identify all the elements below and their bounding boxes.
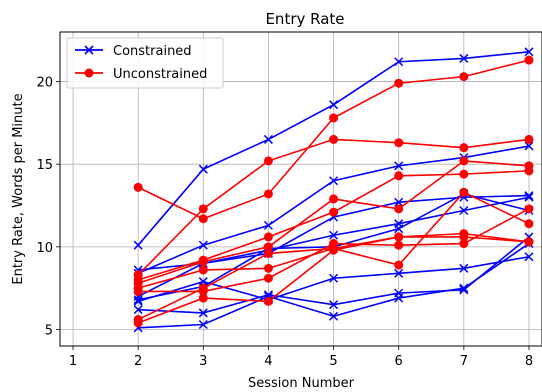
data-point (524, 141, 534, 151)
data-point (263, 296, 273, 306)
data-point (263, 189, 273, 199)
data-point (133, 286, 143, 296)
x-tick-label: 2 (134, 354, 142, 369)
plot-frame (59, 31, 542, 347)
data-point (524, 134, 534, 144)
series-layer (133, 47, 534, 333)
data-point (459, 72, 469, 82)
data-point (263, 263, 273, 273)
data-point (329, 245, 339, 255)
data-point (459, 156, 469, 166)
data-point (459, 169, 469, 179)
data-point (133, 295, 143, 305)
legend: Constrained Unconstrained (66, 37, 224, 89)
data-point (133, 305, 143, 315)
data-point (263, 273, 273, 283)
data-point (263, 220, 273, 230)
data-point (133, 240, 143, 250)
data-point (198, 283, 208, 293)
data-point (459, 232, 469, 242)
data-point (524, 204, 534, 214)
data-point (524, 219, 534, 229)
legend-marker-unconstrained (84, 68, 94, 78)
data-point (329, 311, 339, 321)
data-point (329, 300, 339, 310)
data-point (524, 237, 534, 247)
legend-marker-constrained (84, 45, 94, 55)
x-tick-label: 4 (264, 354, 272, 369)
data-point (198, 277, 208, 287)
y-axis-label: Entry Rate, Words per Minute (11, 93, 26, 284)
data-point (198, 204, 208, 214)
legend-box (66, 37, 224, 89)
data-point (198, 257, 208, 267)
data-point (198, 164, 208, 174)
x-tick-label: 6 (395, 354, 403, 369)
data-point (198, 319, 208, 330)
data-point (459, 283, 469, 293)
data-point (329, 100, 339, 110)
x-tick-label: 3 (199, 354, 207, 369)
data-point (394, 161, 404, 171)
data-point (329, 113, 339, 123)
data-point (329, 273, 339, 283)
data-point (329, 230, 339, 240)
data-point (459, 205, 469, 216)
legend-label-unconstrained: Unconstrained (113, 67, 207, 82)
data-point (263, 134, 273, 144)
data-point (394, 171, 404, 181)
x-tick-label: 8 (525, 354, 533, 369)
data-point (329, 176, 339, 186)
data-point (394, 260, 404, 270)
x-tick-label: 7 (460, 354, 468, 369)
data-point (263, 248, 273, 258)
data-point (198, 240, 208, 250)
data-point (394, 57, 404, 67)
data-point (133, 296, 143, 306)
chart-title: Entry Rate (265, 10, 344, 28)
y-tick-label: 5 (45, 323, 53, 338)
data-point (263, 242, 273, 252)
x-tick-label: 5 (329, 354, 337, 369)
data-point (459, 53, 469, 63)
data-point (459, 143, 469, 153)
data-point (133, 318, 143, 328)
x-tick-label: 1 (69, 354, 77, 369)
legend-label-constrained: Constrained (113, 44, 192, 59)
data-point (394, 78, 404, 88)
data-point (394, 204, 404, 214)
data-point (394, 138, 404, 148)
data-point (329, 207, 339, 217)
data-point (524, 47, 534, 57)
data-point (394, 224, 404, 234)
y-tick-label: 20 (36, 76, 53, 91)
data-point (263, 156, 273, 166)
x-axis-label: Session Number (248, 376, 355, 391)
ticks: 1 2 3 4 5 6 7 8 5 10 15 20 (36, 76, 533, 369)
data-point (198, 293, 208, 303)
data-point (394, 197, 404, 207)
data-point (394, 268, 404, 278)
data-point (459, 239, 469, 249)
data-point (524, 55, 534, 65)
y-tick-label: 15 (36, 158, 53, 173)
data-point (459, 263, 469, 273)
data-point (394, 293, 404, 303)
data-point (329, 134, 339, 144)
data-point (329, 194, 339, 204)
data-point (133, 182, 143, 192)
data-point (394, 232, 404, 242)
data-point (198, 214, 208, 224)
data-point (524, 161, 534, 171)
data-point (524, 252, 534, 262)
data-point (263, 232, 273, 242)
y-tick-label: 10 (36, 241, 53, 256)
data-point (394, 240, 404, 250)
data-point (198, 265, 208, 275)
data-point (459, 187, 469, 197)
data-point (198, 308, 208, 318)
data-point (524, 192, 534, 202)
